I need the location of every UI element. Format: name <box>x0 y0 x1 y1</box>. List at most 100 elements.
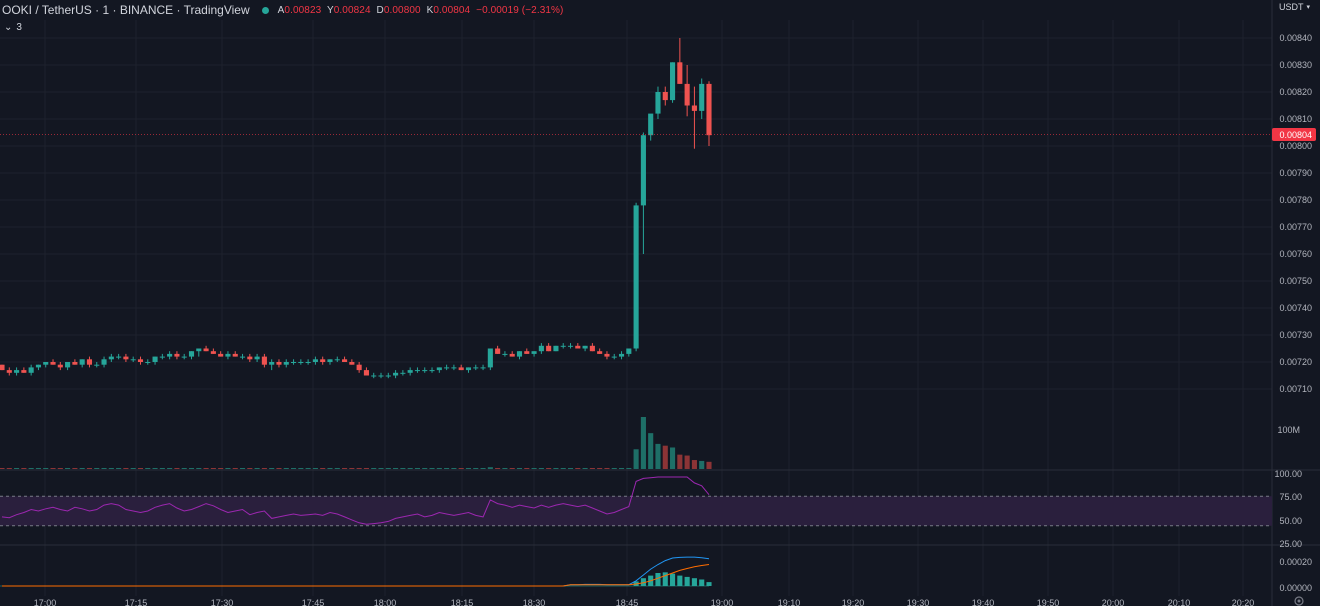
time-tick: 20:00 <box>1102 598 1125 606</box>
macd-axis[interactable]: 0.00020 0.00000 <box>1279 557 1312 593</box>
volume-bar <box>108 468 114 469</box>
candle-body <box>196 348 202 352</box>
macd-tick: 0.00000 <box>1279 583 1312 593</box>
candle-body <box>218 353 224 357</box>
volume-bar <box>618 468 625 469</box>
volume-bar <box>626 468 632 469</box>
candle-body <box>414 370 421 372</box>
volume-bar <box>6 468 12 469</box>
macd-histogram-bar <box>684 576 690 586</box>
volume-bar <box>14 468 20 469</box>
candle-body <box>327 359 333 362</box>
macd-histogram-bar <box>670 573 676 586</box>
last-price-label: 0.00804 <box>1279 130 1312 140</box>
macd-layer <box>0 556 712 587</box>
high-label: Y <box>326 4 334 16</box>
volume-bar <box>502 468 508 469</box>
currency-label: USDT <box>1278 2 1304 12</box>
candle-body <box>312 359 318 362</box>
volume-bar <box>495 468 501 469</box>
volume-bar <box>662 445 668 469</box>
volume-bar <box>159 468 165 469</box>
volume-axis: 100M <box>1277 425 1300 435</box>
volume-bar <box>611 468 617 469</box>
volume-bar <box>444 468 450 469</box>
price-tick: 0.00710 <box>1279 384 1312 394</box>
volume-bar <box>239 468 246 469</box>
volume-bar <box>356 468 362 469</box>
volume-bar <box>327 468 333 469</box>
volume-bar <box>648 433 654 469</box>
time-tick: 19:20 <box>842 598 865 606</box>
volume-bar <box>123 468 129 469</box>
time-tick: 18:00 <box>374 598 397 606</box>
volume-bar <box>334 468 340 469</box>
time-axis[interactable]: 17:00 17:15 17:30 17:45 18:00 18:15 18:3… <box>34 598 1255 606</box>
macd-histogram-bar <box>655 573 661 586</box>
volume-bar <box>137 468 144 469</box>
rsi-axis[interactable]: 100.00 75.00 50.00 25.00 <box>1274 469 1302 549</box>
time-tick: 19:50 <box>1037 598 1060 606</box>
volume-bar <box>363 468 369 469</box>
volume-bar <box>567 468 574 469</box>
open-value: 0.00823 <box>284 4 322 16</box>
currency-selector[interactable]: USDT ▾ <box>1279 0 1310 14</box>
candle-body <box>400 372 406 374</box>
candle-body <box>560 345 566 347</box>
candle-body <box>14 370 20 373</box>
candle-body <box>618 353 625 357</box>
candle-body <box>604 353 610 357</box>
volume-bar <box>538 468 544 469</box>
indicators-collapse-button[interactable]: ⌄ 3 <box>4 20 22 35</box>
volume-bar <box>28 468 34 469</box>
volume-bar <box>465 468 472 469</box>
candle-body <box>239 356 246 358</box>
candle-body <box>502 353 508 355</box>
symbol-title[interactable]: OOKI / TetherUS · 1 · BINANCE · TradingV… <box>2 3 250 17</box>
time-tick: 17:30 <box>211 598 234 606</box>
candle-body <box>0 364 5 371</box>
ohlc-values: A0.00823 Y0.00824 D0.00800 K0.00804 −0.0… <box>278 5 567 16</box>
volume-bar <box>633 449 639 469</box>
settings-gear-icon[interactable] <box>1294 596 1304 606</box>
volume-bar <box>451 468 457 469</box>
rsi-layer <box>0 476 1272 527</box>
low-value: 0.00800 <box>383 4 421 16</box>
candle-body <box>567 345 574 347</box>
time-tick: 20:10 <box>1168 598 1191 606</box>
price-tick: 0.00780 <box>1279 195 1312 205</box>
candle-body <box>342 359 348 362</box>
open-label: A <box>277 4 285 16</box>
indicators-count: 3 <box>16 22 22 33</box>
candle-body <box>655 92 661 114</box>
rsi-tick: 50.00 <box>1279 516 1302 526</box>
candle-body <box>28 367 34 373</box>
macd-histogram-bar <box>706 582 712 586</box>
candle-body <box>57 364 63 368</box>
volume-bar <box>691 460 697 469</box>
candle-body <box>35 364 41 368</box>
macd-histogram-bar <box>640 578 646 586</box>
candle-body <box>210 351 216 354</box>
candle-body <box>159 356 165 358</box>
candle-body <box>509 353 515 357</box>
volume-bar <box>218 468 224 469</box>
candle-body <box>247 356 253 360</box>
volume-bar <box>196 468 202 469</box>
candle-body <box>706 83 712 136</box>
candle-body <box>334 359 340 361</box>
macd-signal-line <box>2 564 710 587</box>
volume-bar <box>145 468 151 469</box>
rsi-tick: 25.00 <box>1279 539 1302 549</box>
volume-bar <box>72 468 78 469</box>
volume-bar <box>458 468 464 469</box>
price-axis[interactable]: 0.00840 0.00830 0.00820 0.00810 0.00800 … <box>1279 33 1312 394</box>
volume-bar <box>575 468 581 469</box>
volume-bar <box>188 468 195 469</box>
volume-bar <box>152 468 158 469</box>
volume-bar <box>261 468 267 469</box>
price-tick: 0.00840 <box>1279 33 1312 43</box>
volume-bar <box>283 468 289 469</box>
candle-body <box>72 362 78 365</box>
